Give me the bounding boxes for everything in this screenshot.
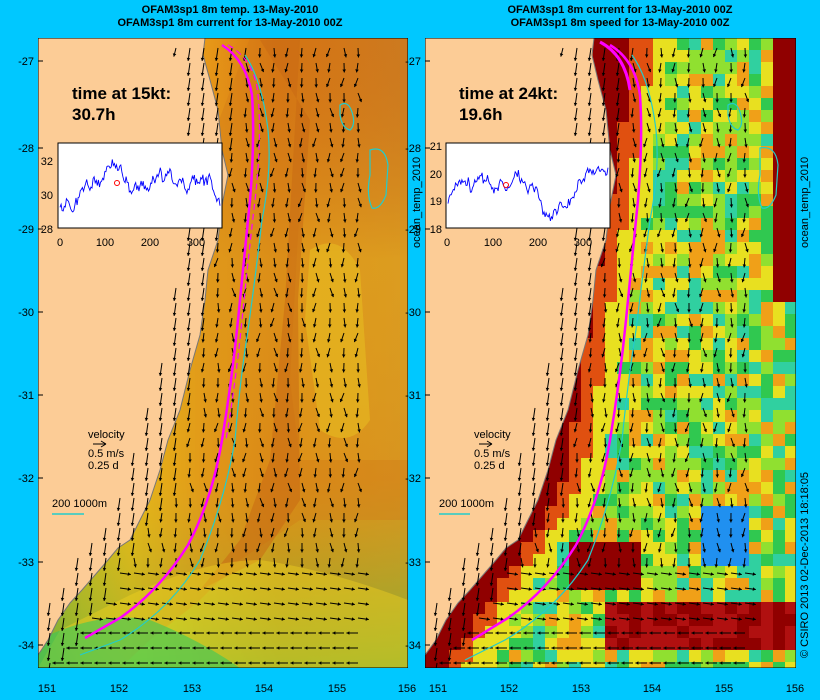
lon-tick-label: 151: [429, 683, 447, 695]
inset-right-xtick: 200: [529, 237, 547, 249]
inset-right-ytick: 18: [430, 224, 442, 236]
velocity-legend-right: velocity 0.5 m/s 0.25 d: [474, 429, 511, 472]
velocity-speed: 0.5 m/s: [88, 448, 125, 460]
lat-tick-label: -29: [405, 224, 421, 236]
lon-tick-label: 155: [715, 683, 733, 695]
right-map: [425, 38, 796, 668]
side-label-right: ocean_temp_2010: [799, 156, 811, 248]
left-map: [38, 38, 408, 668]
inset-right-xtick: 100: [484, 237, 502, 249]
inset-right-axes: 21 20 19 18 0 100 200 300: [430, 141, 592, 249]
lat-tick-label: -30: [405, 307, 421, 319]
lat-tick-label: -32: [405, 473, 421, 485]
right-title: OFAM3sp1 8m current for 13-May-2010 00Z …: [420, 4, 820, 30]
lat-tick-label: -31: [405, 390, 421, 402]
velocity-legend-left: velocity 0.5 m/s 0.25 d: [88, 429, 125, 472]
lon-tick-label: 154: [255, 683, 273, 695]
lat-tick-label: -27: [18, 56, 34, 68]
time-label-right: time at 24kt:: [459, 84, 558, 103]
lat-tick-label: -30: [18, 307, 34, 319]
velocity-label: velocity: [474, 429, 511, 441]
velocity-time: 0.25 d: [88, 460, 119, 472]
ship-track-left: [84, 43, 255, 640]
ship-track-right: [471, 43, 643, 642]
inset-left-ytick: 30: [41, 190, 53, 202]
inset-left-axes: 32 30 28 0 100 200 300: [41, 156, 205, 249]
velocity-speed: 0.5 m/s: [474, 448, 511, 460]
lat-tick-label: -34: [405, 640, 421, 652]
lon-tick-label: 154: [643, 683, 661, 695]
lat-tick-label: -32: [18, 473, 34, 485]
right-title-line2: OFAM3sp1 8m speed for 13-May-2010 00Z: [510, 17, 730, 29]
depth-legend-text: 200 1000m: [439, 498, 494, 510]
lat-tick-label: -33: [405, 557, 421, 569]
left-title: OFAM3sp1 8m temp. 13-May-2010 OFAM3sp1 8…: [40, 4, 420, 30]
depth-legend-text: 200 1000m: [52, 498, 107, 510]
right-title-line1: OFAM3sp1 8m current for 13-May-2010 00Z: [507, 4, 733, 16]
lat-tick-label: -27: [405, 56, 421, 68]
latitude-axis: -27 -27 -28 -28 -29 -29 -30 -30 -31 -31 -32 -32 -33 -…: [18, 56, 430, 652]
inset-left-xtick: 200: [141, 237, 159, 249]
inset-left-xtick: 100: [96, 237, 114, 249]
inset-right: [445, 142, 611, 229]
lon-tick-label: 152: [110, 683, 128, 695]
inset-right-ytick: 19: [430, 196, 442, 208]
lon-tick-label: 152: [500, 683, 518, 695]
lat-tick-label: -31: [18, 390, 34, 402]
left-title-line1: OFAM3sp1 8m temp. 13-May-2010: [141, 4, 319, 16]
inset-left-xtick: 0: [57, 237, 63, 249]
time-label-left: time at 15kt:: [72, 84, 171, 103]
inset-right-xtick: 0: [444, 237, 450, 249]
lat-tick-label: -28: [18, 143, 34, 155]
time-value-right: 19.6h: [459, 105, 502, 124]
time-value-left: 30.7h: [72, 105, 115, 124]
lat-tick-label: -29: [18, 224, 34, 236]
lon-tick-label: 153: [572, 683, 590, 695]
depth-legend-right: 200 1000m: [439, 498, 494, 515]
side-label-left: ocean_temp_2010: [411, 156, 423, 248]
lat-tick-label: -34: [18, 640, 34, 652]
left-title-line2: OFAM3sp1 8m current for 13-May-2010 00Z: [117, 17, 343, 29]
longitude-axis-left: 151 152 153 154 155 156: [38, 683, 416, 695]
inset-right-ytick: 20: [430, 169, 442, 181]
longitude-axis-right: 151 152 153 154 155 156: [429, 683, 804, 695]
lon-tick-label: 156: [398, 683, 416, 695]
lon-tick-label: 155: [328, 683, 346, 695]
velocity-label: velocity: [88, 429, 125, 441]
velocity-time: 0.25 d: [474, 460, 505, 472]
lon-tick-label: 156: [786, 683, 804, 695]
inset-right-ytick: 21: [430, 141, 442, 153]
inset-left: [57, 142, 223, 229]
inset-left-ytick: 28: [41, 224, 53, 236]
inset-left-ytick: 32: [41, 156, 53, 168]
lon-tick-label: 153: [183, 683, 201, 695]
lat-tick-label: -28: [405, 143, 421, 155]
inset-right-xtick: 300: [574, 237, 592, 249]
copyright-label: © CSIRO 2013 02-Dec-2013 18:18:05: [799, 471, 811, 658]
lat-tick-label: -33: [18, 557, 34, 569]
depth-legend-left: 200 1000m: [52, 498, 107, 515]
lon-tick-label: 151: [38, 683, 56, 695]
inset-left-xtick: 300: [187, 237, 205, 249]
